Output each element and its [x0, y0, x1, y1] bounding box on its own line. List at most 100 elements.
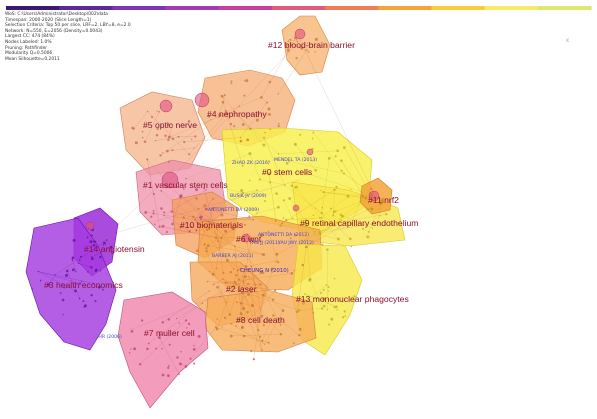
timeline-segment [219, 6, 273, 10]
network-node [213, 284, 215, 286]
network-node [176, 318, 177, 319]
network-node [312, 138, 314, 140]
network-node [188, 323, 190, 325]
network-node [32, 288, 33, 289]
network-node [146, 158, 148, 160]
network-node [212, 198, 214, 200]
network-node [150, 216, 152, 218]
network-node [283, 217, 284, 218]
network-node [60, 292, 62, 294]
network-node [314, 169, 317, 172]
network-node [252, 305, 254, 307]
network-node [220, 296, 222, 298]
network-node [166, 150, 169, 153]
network-node [217, 240, 219, 242]
author-label: MENDEL TA (2013) [274, 157, 317, 163]
author-label: ANTONETTI DA (2012) [258, 232, 309, 238]
timeline-segment [112, 6, 166, 10]
network-node [135, 141, 138, 144]
network-node [268, 231, 269, 232]
network-node [242, 123, 245, 126]
network-node [299, 328, 302, 331]
network-node [344, 310, 346, 312]
timeline-segment [431, 6, 485, 10]
network-node [294, 270, 295, 271]
network-node [260, 96, 263, 99]
network-node [320, 190, 321, 191]
network-node [152, 212, 154, 214]
network-node [191, 139, 192, 140]
network-node [269, 129, 271, 131]
network-node [319, 232, 322, 235]
network-node [75, 271, 76, 272]
network-node [284, 184, 285, 185]
network-node [279, 224, 282, 227]
network-node [242, 307, 245, 310]
network-node [172, 138, 175, 141]
author-label: BUSIK JV (2009) [230, 193, 267, 199]
network-node [146, 348, 149, 351]
network-node [147, 111, 148, 112]
network-node [209, 290, 210, 291]
network-node [268, 113, 271, 116]
network-node [321, 244, 323, 246]
network-node [340, 159, 343, 162]
network-node [162, 152, 163, 153]
network-node [65, 274, 68, 277]
network-node [153, 210, 155, 212]
network-node [131, 330, 134, 333]
network-node [160, 207, 163, 210]
network-node [198, 208, 200, 210]
network-node [313, 214, 315, 216]
network-node [322, 191, 324, 193]
network-node [82, 300, 84, 302]
network-node [333, 211, 335, 213]
network-node [242, 281, 244, 283]
network-node [370, 188, 372, 190]
network-node [193, 348, 196, 351]
network-node [343, 172, 345, 174]
network-node [362, 228, 364, 230]
network-node [178, 374, 180, 376]
network-node [266, 102, 268, 104]
info-line: Mean Silhouette=0.2011 [5, 57, 131, 63]
network-node [240, 189, 243, 192]
network-node [226, 259, 229, 262]
network-node [148, 343, 150, 345]
network-node [278, 93, 280, 95]
network-node [73, 239, 76, 242]
network-node [156, 134, 158, 136]
network-node [333, 189, 335, 191]
network-node [328, 290, 329, 291]
network-node [222, 278, 224, 280]
author-label: ANTONETTI DA (2009) [208, 207, 259, 213]
network-node [154, 223, 156, 225]
network-node [176, 356, 178, 358]
timeline-segment [378, 6, 432, 10]
network-node [336, 309, 337, 310]
network-node [202, 302, 204, 304]
network-node [335, 155, 337, 157]
network-node [312, 311, 315, 314]
network-node [220, 237, 222, 239]
network-node [244, 224, 246, 226]
network-node [106, 239, 108, 241]
network-node [294, 186, 296, 188]
network-node [90, 266, 92, 268]
network-node [79, 259, 81, 261]
network-node [72, 256, 75, 259]
network-node [294, 143, 297, 146]
cluster-label-12: #12 blood-brain barrier [268, 40, 355, 50]
network-node [259, 336, 261, 338]
network-node [243, 276, 245, 278]
network-node [91, 257, 94, 260]
network-node [262, 253, 265, 256]
network-node [168, 136, 171, 139]
analysis-info-panel: WoS: C:\Users\Administrator\Desktop\002\… [5, 12, 131, 62]
network-node [200, 215, 203, 218]
network-node [264, 200, 266, 202]
network-node [302, 264, 304, 266]
network-node [144, 211, 147, 214]
close-icon[interactable]: x [566, 38, 569, 44]
network-node [285, 219, 287, 221]
